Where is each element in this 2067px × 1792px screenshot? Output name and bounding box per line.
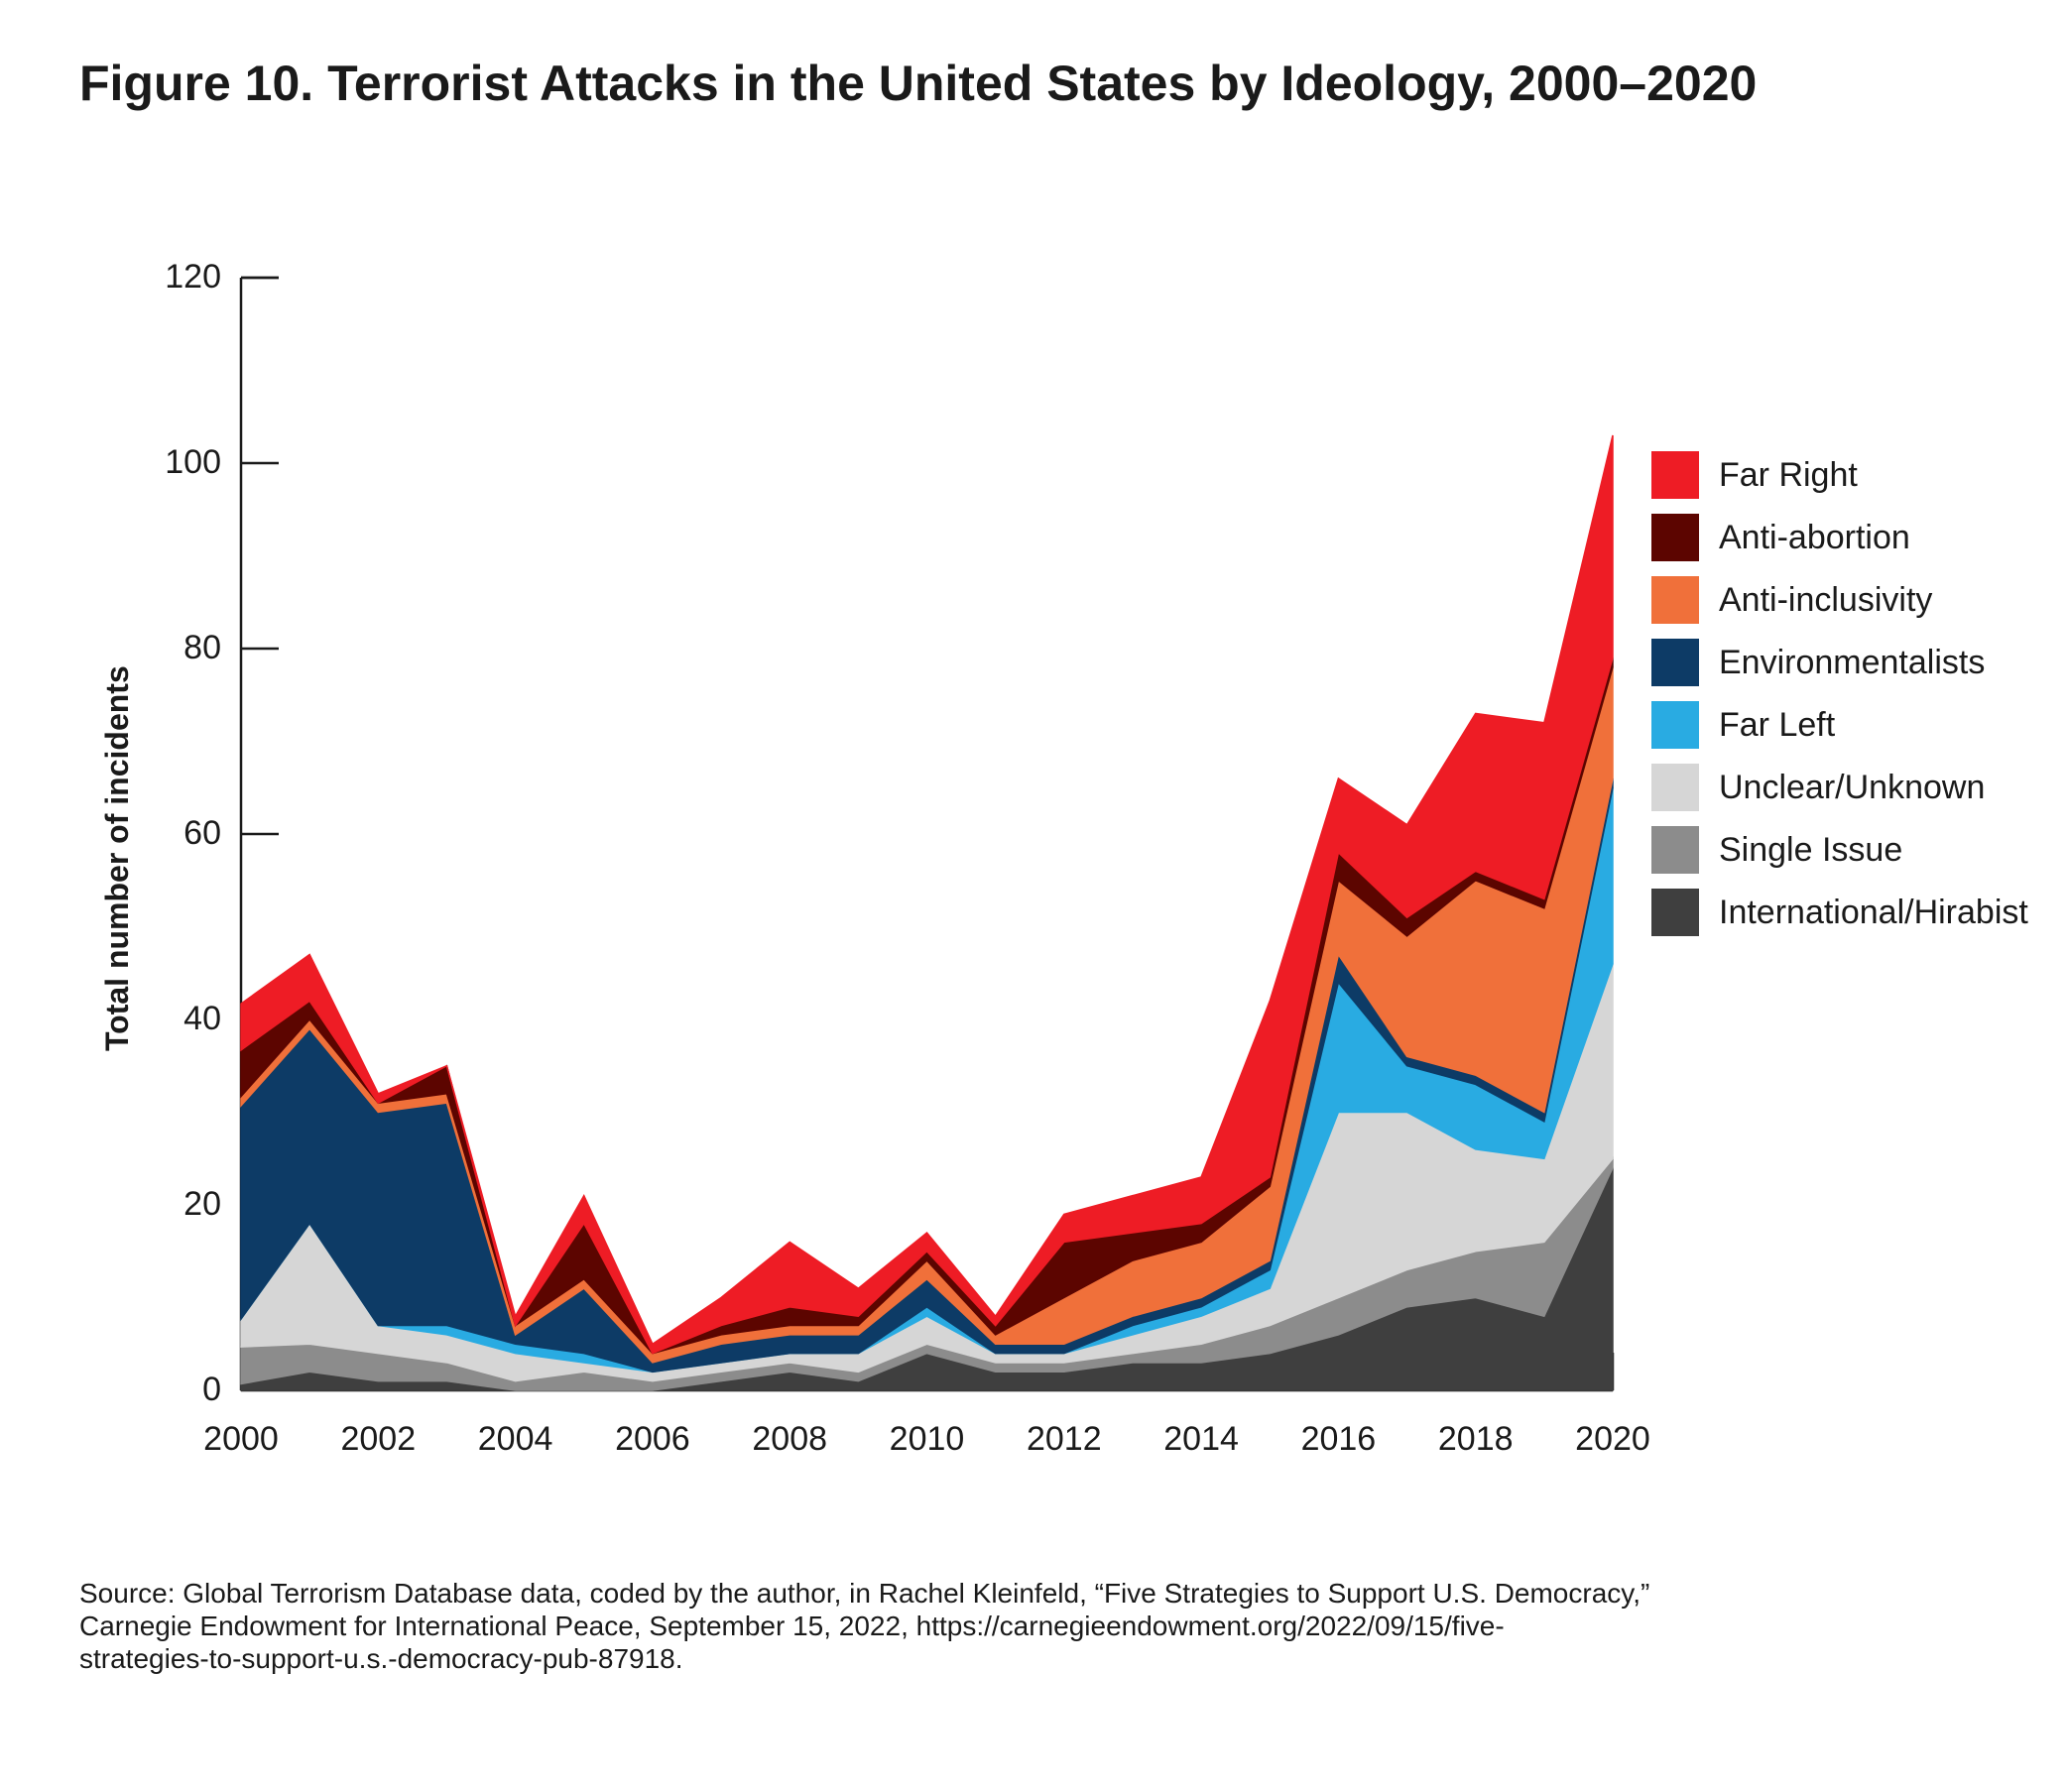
svg-text:2006: 2006	[615, 1420, 690, 1458]
svg-text:0: 0	[202, 1371, 221, 1408]
svg-text:2020: 2020	[1575, 1420, 1650, 1458]
svg-text:2018: 2018	[1438, 1420, 1514, 1458]
svg-text:2008: 2008	[752, 1420, 827, 1458]
svg-text:120: 120	[165, 258, 221, 296]
svg-text:100: 100	[165, 443, 221, 481]
svg-text:2002: 2002	[340, 1420, 416, 1458]
svg-text:2010: 2010	[890, 1420, 965, 1458]
svg-text:60: 60	[183, 814, 221, 852]
svg-text:2014: 2014	[1163, 1420, 1239, 1458]
svg-text:40: 40	[183, 1000, 221, 1037]
svg-text:80: 80	[183, 629, 221, 666]
svg-text:2016: 2016	[1301, 1420, 1377, 1458]
svg-text:2000: 2000	[203, 1420, 279, 1458]
svg-text:20: 20	[183, 1185, 221, 1223]
svg-text:2012: 2012	[1027, 1420, 1102, 1458]
svg-text:2004: 2004	[478, 1420, 553, 1458]
